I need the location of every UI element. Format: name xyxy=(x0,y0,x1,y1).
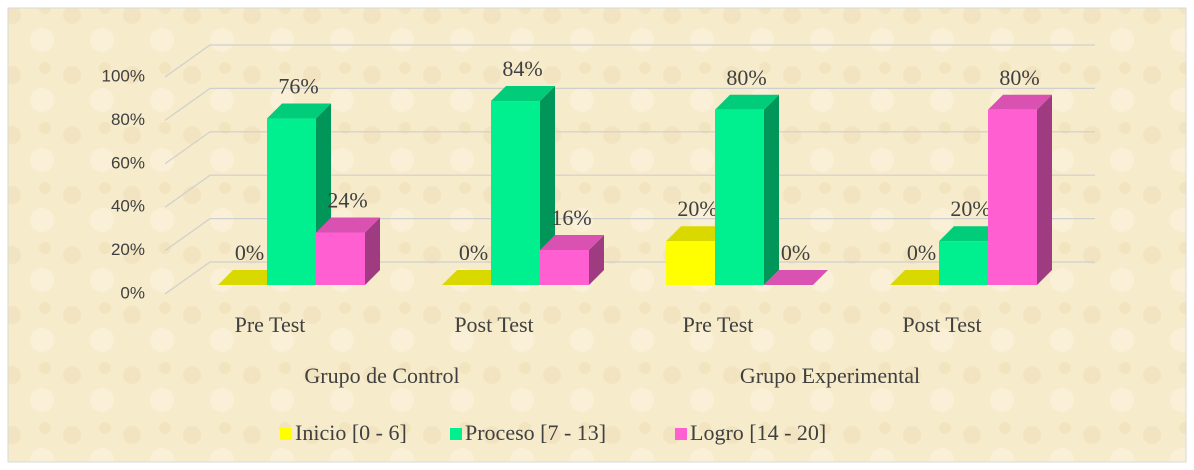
value-label: 0% xyxy=(907,240,936,265)
legend-label: Inicio [0 - 6] xyxy=(295,420,407,445)
group-label: Grupo Experimental xyxy=(740,363,920,388)
bar-top xyxy=(442,270,506,285)
value-label: 80% xyxy=(726,65,766,90)
bar-top xyxy=(715,94,779,110)
bar xyxy=(988,109,1037,285)
bar xyxy=(316,232,365,285)
bar-top xyxy=(218,270,282,285)
legend-swatch xyxy=(450,428,462,440)
bar-side xyxy=(540,86,555,285)
bar-top xyxy=(267,103,331,119)
bar-top xyxy=(988,94,1052,110)
value-label: 0% xyxy=(459,240,488,265)
x-tick-label: Post Test xyxy=(902,312,981,337)
bar-side xyxy=(1037,94,1052,285)
grid-line xyxy=(164,87,1095,121)
value-label: 80% xyxy=(999,65,1039,90)
bar-top xyxy=(666,226,730,242)
bar xyxy=(939,241,988,285)
y-tick-label: 20% xyxy=(111,240,145,259)
grid-line xyxy=(164,218,1095,252)
value-label: 76% xyxy=(278,74,318,99)
value-label: 16% xyxy=(551,205,591,230)
bar-top xyxy=(491,86,555,102)
value-label: 24% xyxy=(327,187,367,212)
legend-swatch xyxy=(675,428,687,440)
value-label: 0% xyxy=(235,240,264,265)
group-label: Grupo de Control xyxy=(304,363,459,388)
bar xyxy=(540,249,589,285)
bar-side xyxy=(764,94,779,285)
y-tick-label: 40% xyxy=(111,197,145,216)
value-label: 84% xyxy=(502,56,542,81)
bar-top xyxy=(939,226,1003,242)
bar-top xyxy=(316,217,380,233)
bar xyxy=(267,118,316,285)
grid-line xyxy=(164,44,1095,78)
y-tick-label: 80% xyxy=(111,110,145,129)
bar-side xyxy=(365,217,380,285)
x-tick-label: Post Test xyxy=(454,312,533,337)
legend-label: Proceso [7 - 13] xyxy=(465,420,606,445)
bar xyxy=(666,241,715,285)
legend-swatch xyxy=(280,428,292,440)
grid-line xyxy=(164,261,1095,295)
value-label: 20% xyxy=(950,196,990,221)
bar-side xyxy=(589,234,604,285)
x-tick-label: Pre Test xyxy=(235,312,306,337)
legend-label: Logro [14 - 20] xyxy=(690,420,826,445)
bar xyxy=(715,109,764,285)
bar-top xyxy=(764,270,828,285)
bar-top xyxy=(890,270,954,285)
grid-line xyxy=(164,174,1095,208)
bar xyxy=(491,101,540,285)
grid-line xyxy=(164,131,1095,165)
bar-top xyxy=(540,234,604,250)
value-label: 0% xyxy=(781,240,810,265)
y-tick-label: 60% xyxy=(111,153,145,172)
y-tick-label: 0% xyxy=(120,283,145,302)
y-tick-label: 100% xyxy=(102,66,145,85)
value-label: 20% xyxy=(677,196,717,221)
x-tick-label: Pre Test xyxy=(683,312,754,337)
